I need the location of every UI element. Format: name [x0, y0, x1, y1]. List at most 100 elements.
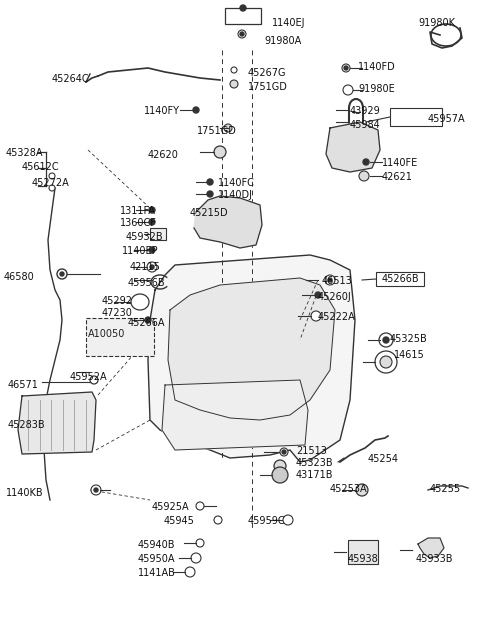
Text: 45215D: 45215D — [190, 208, 228, 218]
Circle shape — [214, 516, 222, 524]
Circle shape — [196, 502, 204, 510]
Circle shape — [328, 278, 332, 282]
Circle shape — [224, 124, 232, 132]
Text: 45283B: 45283B — [8, 420, 46, 430]
Circle shape — [343, 85, 353, 95]
Circle shape — [240, 5, 246, 11]
Bar — [376, 272, 424, 286]
Circle shape — [363, 159, 369, 165]
Text: 43929: 43929 — [350, 106, 381, 116]
Text: 42115: 42115 — [130, 262, 161, 272]
Text: 45254: 45254 — [368, 454, 399, 464]
Text: 21513: 21513 — [296, 446, 327, 456]
Text: 45272A: 45272A — [32, 178, 70, 188]
Circle shape — [280, 448, 288, 456]
Text: 1140EP: 1140EP — [122, 246, 158, 256]
Circle shape — [49, 173, 55, 179]
Circle shape — [145, 317, 151, 323]
Text: 45952A: 45952A — [70, 372, 108, 382]
Circle shape — [214, 146, 226, 158]
Text: 45959C: 45959C — [248, 516, 286, 526]
Circle shape — [94, 488, 98, 492]
Circle shape — [274, 460, 286, 472]
Text: 45945: 45945 — [164, 516, 195, 526]
Text: 45984: 45984 — [350, 120, 381, 130]
Polygon shape — [326, 122, 380, 172]
Circle shape — [207, 191, 213, 197]
Text: 1140EJ: 1140EJ — [272, 18, 305, 28]
Circle shape — [149, 247, 155, 253]
Text: 1360CF: 1360CF — [120, 218, 157, 228]
Text: 45940B: 45940B — [138, 540, 176, 550]
Polygon shape — [194, 196, 262, 248]
Text: 91980A: 91980A — [264, 36, 301, 46]
Text: 1140FC: 1140FC — [218, 178, 255, 188]
Circle shape — [240, 32, 244, 36]
Circle shape — [342, 64, 350, 72]
Circle shape — [272, 467, 288, 483]
Circle shape — [90, 376, 98, 384]
Text: 46513: 46513 — [322, 276, 353, 286]
Text: 1141AB: 1141AB — [138, 568, 176, 578]
Text: 45956B: 45956B — [128, 278, 166, 288]
Text: 46571: 46571 — [8, 380, 39, 390]
Text: 45255: 45255 — [430, 484, 461, 494]
Polygon shape — [168, 278, 335, 420]
Bar — [86, 318, 154, 356]
Circle shape — [60, 272, 64, 276]
Text: 1140FD: 1140FD — [358, 62, 396, 72]
Circle shape — [231, 67, 237, 73]
Text: 45938: 45938 — [348, 554, 379, 564]
Polygon shape — [418, 538, 444, 558]
Text: 45260J: 45260J — [318, 292, 352, 302]
Circle shape — [191, 553, 201, 563]
Circle shape — [149, 207, 155, 213]
Text: 45328A: 45328A — [6, 148, 44, 158]
Bar — [225, 8, 261, 24]
Circle shape — [238, 30, 246, 38]
Text: 43171B: 43171B — [296, 470, 334, 480]
Circle shape — [230, 80, 238, 88]
Text: 45325B: 45325B — [390, 334, 428, 344]
Circle shape — [185, 567, 195, 577]
Text: 1140FE: 1140FE — [382, 158, 418, 168]
Text: 91980E: 91980E — [358, 84, 395, 94]
Polygon shape — [18, 392, 96, 454]
Circle shape — [356, 484, 368, 496]
Polygon shape — [148, 255, 355, 462]
Circle shape — [344, 66, 348, 70]
Circle shape — [380, 356, 392, 368]
Text: 45266A: 45266A — [128, 318, 166, 328]
Bar — [348, 540, 378, 564]
Text: 45932B: 45932B — [126, 232, 164, 242]
Text: 45292: 45292 — [102, 296, 133, 306]
Text: A10050: A10050 — [88, 329, 125, 339]
Text: 45222A: 45222A — [318, 312, 356, 322]
Circle shape — [375, 351, 397, 373]
Circle shape — [325, 275, 335, 285]
Text: 45925A: 45925A — [152, 502, 190, 512]
Text: 45933B: 45933B — [416, 554, 454, 564]
Circle shape — [57, 269, 67, 279]
Text: 1140FY: 1140FY — [144, 106, 180, 116]
Text: 47230: 47230 — [102, 308, 133, 318]
Text: 45267G: 45267G — [248, 68, 287, 78]
Text: 45323B: 45323B — [296, 458, 334, 468]
Circle shape — [150, 265, 154, 269]
Circle shape — [359, 171, 369, 181]
Text: 1140DJ: 1140DJ — [218, 190, 253, 200]
Circle shape — [91, 485, 101, 495]
Text: 42620: 42620 — [148, 150, 179, 160]
Circle shape — [49, 185, 55, 191]
Circle shape — [207, 179, 213, 185]
Circle shape — [315, 292, 321, 298]
Bar — [390, 108, 442, 126]
Circle shape — [383, 337, 389, 343]
Text: 45266B: 45266B — [382, 274, 420, 284]
Circle shape — [282, 450, 286, 454]
Text: 91980K: 91980K — [418, 18, 455, 28]
Text: 14615: 14615 — [394, 350, 425, 360]
Circle shape — [379, 333, 393, 347]
Circle shape — [196, 539, 204, 547]
Circle shape — [147, 262, 157, 272]
